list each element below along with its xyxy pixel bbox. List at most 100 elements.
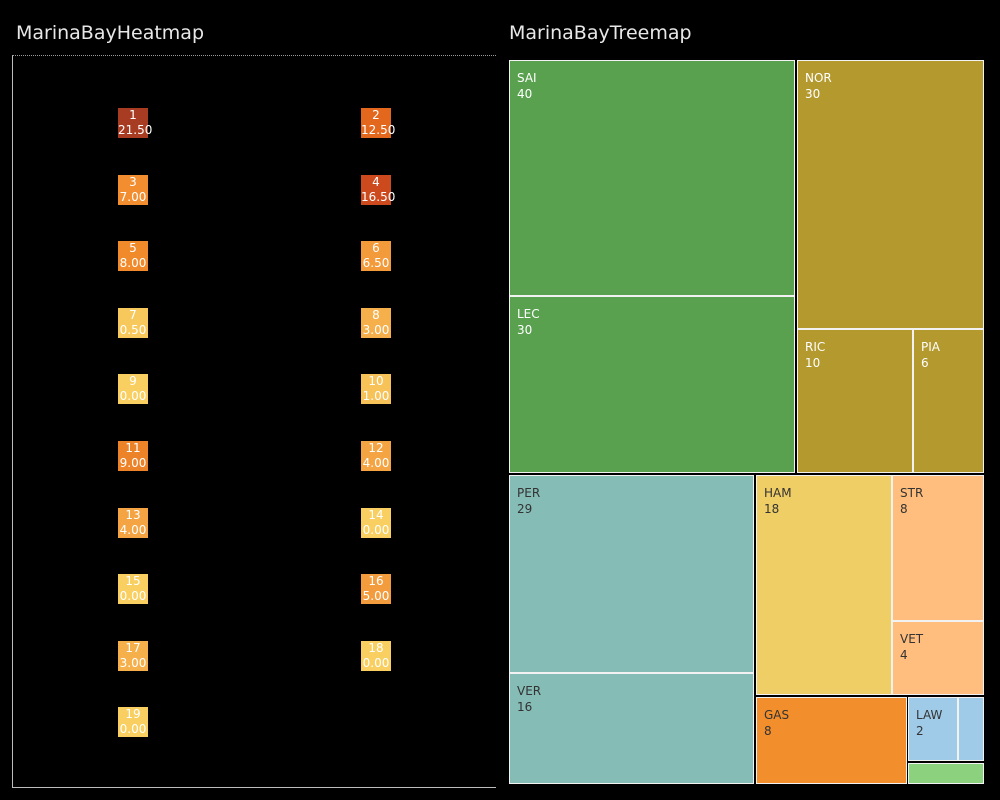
heatmap-cell-16[interactable]: 16 5.00 xyxy=(361,574,391,605)
heatmap-cell-id: 7 xyxy=(129,307,137,322)
treemap-tile-per[interactable]: PER 29 xyxy=(509,475,754,673)
heatmap-cell-value: 0.00 xyxy=(119,722,147,737)
heatmap-cell-id: 6 xyxy=(372,241,380,256)
treemap-tile-value: 6 xyxy=(921,356,929,370)
heatmap-cell-value: 4.00 xyxy=(362,456,390,470)
treemap-tile-label: LEC 30 xyxy=(517,306,540,338)
treemap-tile-name: LEC xyxy=(517,307,540,321)
heatmap-cell-2[interactable]: 2 12.50 xyxy=(361,108,396,138)
heatmap-cell-id: 12 xyxy=(368,441,384,455)
heatmap-cell-value: 21.50 xyxy=(118,123,153,137)
heatmap-cell-4[interactable]: 4 16.50 xyxy=(361,174,396,205)
treemap-tile-label: PIA 6 xyxy=(921,339,940,371)
heatmap-cell-id: 13 xyxy=(125,507,141,522)
heatmap-cell-value: 16.50 xyxy=(361,189,396,204)
treemap-tile-label: NOR 30 xyxy=(805,70,832,102)
heatmap-cell-19[interactable]: 19 0.00 xyxy=(118,707,148,738)
heatmap-cell-value: 1.00 xyxy=(362,389,390,404)
heatmap-cell-id: 2 xyxy=(372,108,380,122)
heatmap-cell-7[interactable]: 7 0.50 xyxy=(118,307,148,338)
heatmap-cell-8[interactable]: 8 3.00 xyxy=(361,307,391,338)
heatmap-cell-id: 5 xyxy=(129,241,137,256)
heatmap-cell-value: 8.00 xyxy=(119,256,147,271)
heatmap-cell-id: 11 xyxy=(125,441,141,455)
heatmap-cell-value: 0.00 xyxy=(362,522,390,537)
heatmap-cell-id: 17 xyxy=(125,640,141,655)
treemap-tile-label: PER 29 xyxy=(517,485,540,517)
treemap-title: MarinaBayTreemap xyxy=(509,22,692,44)
treemap-tile-str[interactable]: STR 8 xyxy=(892,475,984,621)
treemap-tile-ham[interactable]: HAM 18 xyxy=(756,475,892,695)
heatmap-cell-18[interactable]: 18 0.00 xyxy=(361,640,391,671)
treemap-tile-name: PIA xyxy=(921,340,940,354)
heatmap-cell-14[interactable]: 14 0.00 xyxy=(361,507,391,538)
treemap-tile-label: SAI 40 xyxy=(517,70,537,102)
treemap-tile-name: VET xyxy=(900,632,924,646)
heatmap-cell-value: 7.00 xyxy=(119,189,147,204)
treemap-panel: SAI 40 LEC 30 NOR 30 RIC 10 PIA 6 PER 29 VER 16 HAM 18 S… xyxy=(508,59,986,785)
treemap-tile-law[interactable]: LAW 2 xyxy=(908,697,958,761)
heatmap-cell-id: 19 xyxy=(125,707,141,722)
treemap-tile-ver[interactable]: VER 16 xyxy=(509,673,754,784)
treemap-tile-name: HAM xyxy=(764,486,792,500)
treemap-tile-nor[interactable]: NOR 30 xyxy=(797,60,984,329)
heatmap-cell-1[interactable]: 1 21.50 xyxy=(118,108,153,138)
treemap-tile-value: 30 xyxy=(805,87,821,101)
treemap-tile-label: GAS 8 xyxy=(764,707,789,739)
heatmap-cell-value: 9.00 xyxy=(119,456,147,470)
heatmap-cell-value: 0.50 xyxy=(119,322,147,337)
heatmap-cell-id: 1 xyxy=(129,108,137,122)
heatmap-cell-id: 3 xyxy=(129,174,137,189)
treemap-tile-label: VER 16 xyxy=(517,683,541,715)
heatmap-cell-id: 10 xyxy=(368,374,384,389)
heatmap-cell-value: 4.00 xyxy=(119,522,147,537)
treemap-tile-value: 29 xyxy=(517,502,533,516)
treemap-tile-lec[interactable]: LEC 30 xyxy=(509,296,795,473)
treemap-tile-value: 4 xyxy=(900,648,908,662)
heatmap-cell-17[interactable]: 17 3.00 xyxy=(118,640,148,671)
heatmap-cell-5[interactable]: 5 8.00 xyxy=(118,241,148,272)
heatmap-cell-id: 18 xyxy=(368,640,384,655)
heatmap-cell-15[interactable]: 15 0.00 xyxy=(118,574,148,605)
treemap-tile-vet[interactable]: VET 4 xyxy=(892,621,984,695)
treemap-tile-name: STR xyxy=(900,486,924,500)
heatmap-cell-value: 12.50 xyxy=(361,123,396,137)
treemap-tile-gas[interactable]: GAS 8 xyxy=(756,697,907,784)
heatmap-cell-10[interactable]: 10 1.00 xyxy=(361,374,391,405)
treemap-tile-value: 30 xyxy=(517,323,533,337)
treemap-tile-label: HAM 18 xyxy=(764,485,792,517)
heatmap-cell-value: 0.00 xyxy=(119,389,147,404)
treemap-tile-name: PER xyxy=(517,486,541,500)
heatmap-cell-13[interactable]: 13 4.00 xyxy=(118,507,148,538)
treemap-tile-unlabeled[interactable] xyxy=(908,763,984,784)
heatmap-cell-value: 0.00 xyxy=(119,589,147,604)
heatmap-cell-11[interactable]: 11 9.00 xyxy=(118,441,148,471)
treemap-tile-value: 10 xyxy=(805,356,821,370)
treemap-tile-pia[interactable]: PIA 6 xyxy=(913,329,984,473)
heatmap-cell-6[interactable]: 6 6.50 xyxy=(361,241,391,272)
heatmap-cell-id: 8 xyxy=(372,307,380,322)
treemap-tile-value: 18 xyxy=(764,502,780,516)
treemap-tile-name: NOR xyxy=(805,71,832,85)
treemap-tile-label: LAW 2 xyxy=(916,707,942,739)
treemap-tile-label: RIC 10 xyxy=(805,339,825,371)
heatmap-cell-id: 9 xyxy=(129,374,137,389)
heatmap-cell-value: 3.00 xyxy=(119,655,147,670)
treemap-tile-name: RIC xyxy=(805,340,826,354)
heatmap-cell-3[interactable]: 3 7.00 xyxy=(118,174,148,205)
treemap-tile-name: SAI xyxy=(517,71,537,85)
treemap-tile-ric[interactable]: RIC 10 xyxy=(797,329,913,473)
heatmap-cell-id: 15 xyxy=(125,574,141,589)
heatmap-panel: 1 21.50 2 12.50 3 7.00 4 16.50 5 8.00 6 6.50 7 0.50 8 3… xyxy=(12,55,496,788)
heatmap-cell-9[interactable]: 9 0.00 xyxy=(118,374,148,405)
treemap-tile-name: GAS xyxy=(764,708,790,722)
treemap-tile-label: VET 4 xyxy=(900,631,923,663)
treemap-tile-sai[interactable]: SAI 40 xyxy=(509,60,795,296)
treemap-tile-unlabeled[interactable] xyxy=(958,697,984,761)
treemap-tile-value: 16 xyxy=(517,700,533,714)
heatmap-cell-12[interactable]: 12 4.00 xyxy=(361,441,391,471)
heatmap-cell-value: 3.00 xyxy=(362,322,390,337)
treemap-tile-label: STR 8 xyxy=(900,485,923,517)
treemap-tile-name: LAW xyxy=(916,708,943,722)
treemap-tile-value: 8 xyxy=(764,724,772,738)
